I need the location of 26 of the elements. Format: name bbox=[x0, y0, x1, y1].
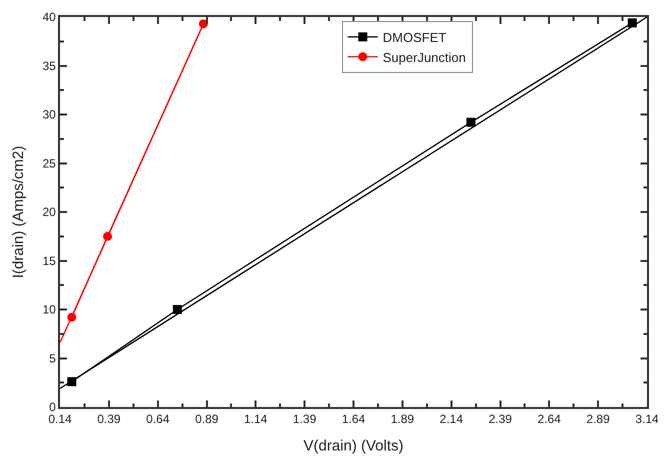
x-tick-label: 3.14 bbox=[635, 412, 659, 426]
legend-label: DMOSFET bbox=[382, 30, 446, 45]
x-tick-label: 1.39 bbox=[292, 412, 317, 426]
x-tick-label: 1.64 bbox=[342, 412, 366, 426]
y-tick-label: 10 bbox=[42, 302, 56, 317]
x-tick-label: 0.14 bbox=[48, 412, 72, 426]
x-tick-label: 2.39 bbox=[488, 412, 512, 426]
y-tick-label: 20 bbox=[42, 205, 56, 220]
x-tick-label: 0.64 bbox=[146, 412, 170, 426]
x-tick-label: 2.89 bbox=[586, 412, 610, 426]
y-tick-label: 30 bbox=[42, 108, 56, 122]
x-tick-label: 1.89 bbox=[390, 412, 414, 426]
y-tick-label: 40 bbox=[42, 10, 56, 24]
x-tick-label: 1.14 bbox=[244, 412, 268, 426]
y-tick-label: 5 bbox=[49, 351, 56, 366]
x-tick-label: 0.39 bbox=[97, 412, 121, 426]
y-tick-label: 25 bbox=[42, 156, 56, 170]
x-axis-title: V(drain) (Volts) bbox=[303, 438, 404, 455]
y-tick-label: 35 bbox=[42, 58, 56, 73]
x-tick-label: 0.89 bbox=[195, 412, 219, 426]
y-tick-label: 0 bbox=[49, 400, 56, 414]
x-tick-label: 2.64 bbox=[537, 412, 562, 426]
legend-label: SuperJunction bbox=[382, 50, 466, 65]
x-tick-label: 2.14 bbox=[440, 412, 464, 426]
y-tick-label: 15 bbox=[42, 254, 56, 268]
y-axis-title: I(drain) (Amps/cm2) bbox=[10, 146, 28, 278]
